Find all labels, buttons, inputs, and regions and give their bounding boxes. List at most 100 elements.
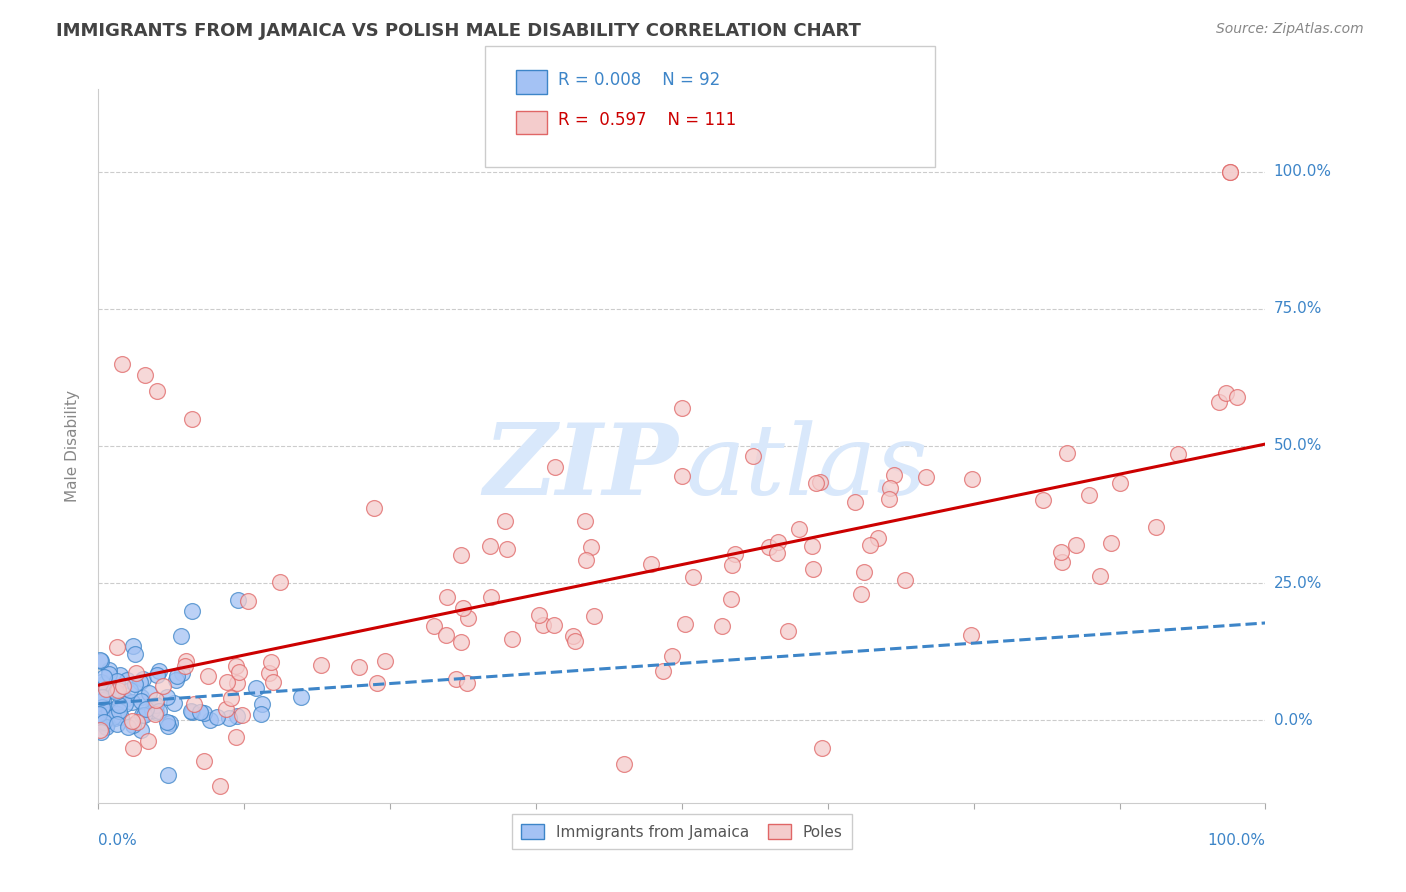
- Point: [104, 706, 127, 720]
- Point: [90, 654, 112, 668]
- Point: [363, 500, 385, 515]
- Point: [215, 701, 238, 715]
- Point: [496, 541, 519, 556]
- Text: 75.0%: 75.0%: [1274, 301, 1322, 317]
- Point: [165, 673, 187, 687]
- Point: [193, 706, 215, 720]
- Point: [96, 681, 118, 696]
- Point: [811, 740, 834, 755]
- Point: [173, 659, 195, 673]
- Point: [960, 472, 983, 486]
- Point: [121, 639, 143, 653]
- Point: [94, 720, 117, 734]
- Text: Source: ZipAtlas.com: Source: ZipAtlas.com: [1216, 22, 1364, 37]
- Point: [612, 757, 634, 772]
- Point: [765, 546, 787, 560]
- Point: [104, 685, 127, 699]
- Point: [1219, 164, 1241, 178]
- Point: [136, 734, 159, 748]
- Point: [93, 715, 115, 730]
- Point: [105, 717, 128, 731]
- Point: [183, 697, 205, 711]
- Point: [101, 708, 124, 723]
- Point: [170, 665, 193, 680]
- Text: R =  0.597    N = 111: R = 0.597 N = 111: [558, 112, 737, 129]
- Point: [721, 558, 744, 573]
- Point: [91, 693, 114, 707]
- Point: [104, 706, 127, 721]
- Point: [97, 667, 120, 681]
- Point: [91, 711, 114, 725]
- Point: [200, 713, 222, 727]
- Point: [583, 608, 606, 623]
- Point: [527, 608, 550, 623]
- Point: [1064, 538, 1087, 552]
- Point: [451, 601, 474, 615]
- Point: [105, 674, 128, 689]
- Point: [156, 715, 179, 730]
- Text: IMMIGRANTS FROM JAMAICA VS POLISH MALE DISABILITY CORRELATION CHART: IMMIGRANTS FROM JAMAICA VS POLISH MALE D…: [56, 22, 860, 40]
- Point: [122, 718, 145, 732]
- Point: [134, 368, 156, 382]
- Point: [231, 708, 253, 723]
- Point: [89, 653, 111, 667]
- Point: [143, 706, 166, 721]
- Point: [1215, 385, 1237, 400]
- Point: [374, 654, 396, 668]
- Point: [349, 660, 371, 674]
- Point: [115, 673, 138, 687]
- Point: [1219, 164, 1241, 178]
- Point: [225, 659, 247, 673]
- Point: [789, 522, 811, 536]
- Point: [103, 683, 125, 698]
- Point: [1146, 520, 1168, 534]
- Point: [152, 679, 174, 693]
- Point: [1167, 447, 1189, 461]
- Point: [245, 681, 267, 696]
- Point: [157, 768, 180, 782]
- Point: [671, 401, 693, 415]
- Point: [148, 665, 170, 679]
- Point: [180, 604, 202, 618]
- Point: [87, 706, 110, 721]
- Text: 50.0%: 50.0%: [1274, 439, 1322, 453]
- Point: [479, 539, 502, 553]
- Point: [103, 702, 125, 716]
- Point: [309, 658, 332, 673]
- Point: [90, 711, 112, 725]
- Point: [121, 695, 143, 709]
- Point: [914, 470, 936, 484]
- Point: [250, 698, 273, 712]
- Point: [89, 723, 111, 737]
- Text: 0.0%: 0.0%: [1274, 713, 1312, 728]
- Point: [883, 467, 905, 482]
- Point: [801, 562, 824, 576]
- Point: [1088, 569, 1111, 583]
- Point: [91, 700, 114, 714]
- Point: [145, 692, 167, 706]
- Point: [456, 676, 478, 690]
- Point: [778, 624, 800, 639]
- Point: [138, 686, 160, 700]
- Point: [228, 592, 250, 607]
- Point: [849, 587, 872, 601]
- Point: [436, 590, 458, 604]
- Point: [124, 666, 146, 681]
- Point: [531, 617, 554, 632]
- Point: [859, 538, 882, 552]
- Point: [124, 647, 146, 661]
- Point: [269, 574, 291, 589]
- Point: [671, 469, 693, 483]
- Point: [879, 491, 901, 506]
- Point: [250, 707, 273, 722]
- Point: [114, 697, 136, 711]
- Point: [141, 703, 163, 717]
- Point: [193, 754, 215, 768]
- Point: [226, 709, 249, 723]
- Point: [652, 665, 675, 679]
- Point: [159, 716, 181, 731]
- Point: [166, 669, 188, 683]
- Point: [434, 628, 457, 642]
- Point: [710, 619, 733, 633]
- Point: [218, 711, 240, 725]
